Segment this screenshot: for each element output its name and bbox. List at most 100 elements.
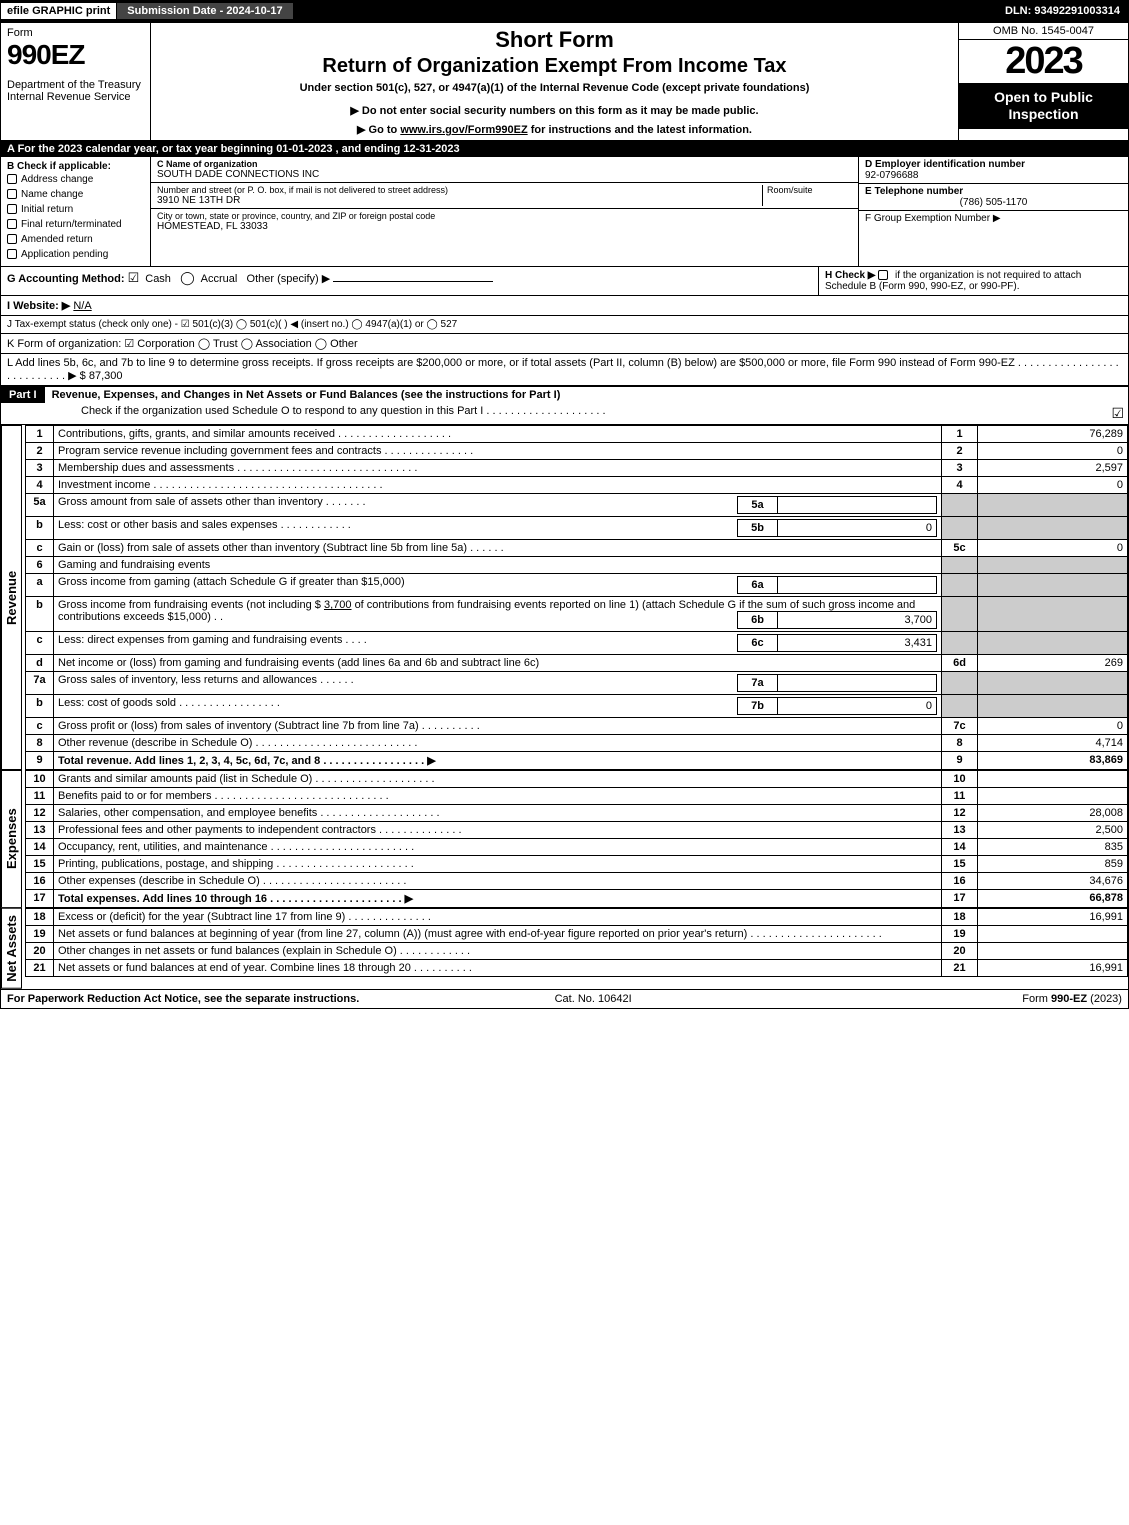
city-label: City or town, state or province, country… <box>157 211 852 221</box>
revenue-vlabel: Revenue <box>1 425 22 770</box>
line-5a-text: Gross amount from sale of assets other t… <box>58 496 366 508</box>
dln: DLN: 93492291003314 <box>997 3 1128 19</box>
line-7b: b Less: cost of goods sold . . . . . . .… <box>26 695 1128 718</box>
line-8: 8Other revenue (describe in Schedule O) … <box>26 735 1128 752</box>
phone-value: (786) 505-1170 <box>865 197 1122 208</box>
box-5a-lbl: 5a <box>738 497 778 514</box>
line-6a: a Gross income from gaming (attach Sched… <box>26 574 1128 597</box>
g-label: G Accounting Method: <box>7 273 125 285</box>
tax-year: 2023 <box>959 40 1128 83</box>
website-label: I Website: ▶ <box>7 300 70 312</box>
line-7a-text: Gross sales of inventory, less returns a… <box>58 674 354 686</box>
page-footer: For Paperwork Reduction Act Notice, see … <box>1 989 1128 1008</box>
part1-sub: Check if the organization used Schedule … <box>81 405 606 422</box>
line-10: 10Grants and similar amounts paid (list … <box>26 771 1128 788</box>
footer-left: For Paperwork Reduction Act Notice, see … <box>7 993 359 1005</box>
line-2: 2Program service revenue including gover… <box>26 443 1128 460</box>
box-5b-lbl: 5b <box>738 520 778 537</box>
org-name-label: C Name of organization <box>157 159 852 169</box>
chk-final-return[interactable] <box>7 219 17 229</box>
ein-value: 92-0796688 <box>865 170 1122 181</box>
expenses-vlabel: Expenses <box>1 770 22 908</box>
footer-right: Form 990-EZ (2023) <box>1022 993 1122 1005</box>
line-7c: cGross profit or (loss) from sales of in… <box>26 718 1128 735</box>
box-g: G Accounting Method: ☑Cash ◯Accrual Othe… <box>1 267 818 295</box>
phone-label: E Telephone number <box>865 186 1122 197</box>
row-i: I Website: ▶ N/A <box>1 296 1128 316</box>
goto-line: ▶ Go to www.irs.gov/Form990EZ for instru… <box>159 123 950 136</box>
line-3: 3Membership dues and assessments . . . .… <box>26 460 1128 477</box>
line-9: 9Total revenue. Add lines 1, 2, 3, 4, 5c… <box>26 752 1128 770</box>
g-accrual: Accrual <box>201 273 238 285</box>
line-19: 19Net assets or fund balances at beginni… <box>26 926 1128 943</box>
line-6b-inlineamt: 3,700 <box>324 599 352 611</box>
group-exemption: F Group Exemption Number ▶ <box>865 213 1122 224</box>
box-5a-val <box>778 497 937 514</box>
chk-app-pending[interactable] <box>7 249 17 259</box>
efile-label: efile GRAPHIC print <box>1 3 117 19</box>
line-6b-t1: Gross income from fundraising events (no… <box>58 599 321 611</box>
box-6b-val: 3,700 <box>778 612 937 629</box>
open-public: Open to Public Inspection <box>959 83 1128 129</box>
box-6c-lbl: 6c <box>738 635 778 652</box>
chk-address-change[interactable] <box>7 174 17 184</box>
box-7a-val <box>778 675 937 692</box>
line-4: 4Investment income . . . . . . . . . . .… <box>26 477 1128 494</box>
footer-mid: Cat. No. 10642I <box>555 993 632 1005</box>
header-left: Form 990EZ Department of the Treasury In… <box>1 23 151 140</box>
line-17: 17Total expenses. Add lines 10 through 1… <box>26 890 1128 908</box>
line-15: 15Printing, publications, postage, and s… <box>26 856 1128 873</box>
netassets-table: 18Excess or (deficit) for the year (Subt… <box>25 908 1128 977</box>
chk-name-change-lbl: Name change <box>21 189 83 200</box>
box-7a-lbl: 7a <box>738 675 778 692</box>
line-20: 20Other changes in net assets or fund ba… <box>26 943 1128 960</box>
chk-amended[interactable] <box>7 234 17 244</box>
part1-header: Part I Revenue, Expenses, and Changes in… <box>1 386 1128 425</box>
box-b: B Check if applicable: Address change Na… <box>1 157 151 266</box>
netassets-vlabel: Net Assets <box>1 908 22 989</box>
line-14: 14Occupancy, rent, utilities, and mainte… <box>26 839 1128 856</box>
line-11: 11Benefits paid to or for members . . . … <box>26 788 1128 805</box>
revenue-table: 1Contributions, gifts, grants, and simil… <box>25 425 1128 770</box>
row-a: A For the 2023 calendar year, or tax yea… <box>1 141 1128 157</box>
omb-number: OMB No. 1545-0047 <box>959 23 1128 40</box>
org-name: SOUTH DADE CONNECTIONS INC <box>157 169 852 180</box>
line-5c: cGain or (loss) from sale of assets othe… <box>26 540 1128 557</box>
city-value: HOMESTEAD, FL 33033 <box>157 221 852 232</box>
part1-checked-icon: ☑ <box>1111 405 1124 422</box>
line-6b: b Gross income from fundraising events (… <box>26 597 1128 632</box>
form-number: 990EZ <box>7 39 144 71</box>
return-title: Return of Organization Exempt From Incom… <box>159 55 950 78</box>
g-cash: Cash <box>145 273 171 285</box>
chk-initial-return[interactable] <box>7 204 17 214</box>
row-l-text: L Add lines 5b, 6c, and 7b to line 9 to … <box>7 357 1119 382</box>
chk-name-change[interactable] <box>7 189 17 199</box>
under-section: Under section 501(c), 527, or 4947(a)(1)… <box>159 82 950 94</box>
chk-amended-lbl: Amended return <box>21 234 93 245</box>
h-label: H Check ▶ <box>825 270 875 281</box>
line-16: 16Other expenses (describe in Schedule O… <box>26 873 1128 890</box>
line-6c: c Less: direct expenses from gaming and … <box>26 632 1128 655</box>
g-other: Other (specify) ▶ <box>247 273 331 285</box>
expenses-section: Expenses 10Grants and similar amounts pa… <box>1 770 1128 908</box>
chk-app-pending-lbl: Application pending <box>21 249 108 260</box>
form-word: Form <box>7 27 144 39</box>
line-18: 18Excess or (deficit) for the year (Subt… <box>26 909 1128 926</box>
expenses-table: 10Grants and similar amounts paid (list … <box>25 770 1128 908</box>
goto-link[interactable]: www.irs.gov/Form990EZ <box>400 124 527 136</box>
form-header: Form 990EZ Department of the Treasury In… <box>1 23 1128 141</box>
line-6c-text: Less: direct expenses from gaming and fu… <box>58 634 367 646</box>
box-6b-lbl: 6b <box>738 612 778 629</box>
row-g-h: G Accounting Method: ☑Cash ◯Accrual Othe… <box>1 267 1128 296</box>
chk-h[interactable] <box>878 270 888 280</box>
row-j: J Tax-exempt status (check only one) - ☑… <box>1 316 1128 334</box>
line-21: 21Net assets or fund balances at end of … <box>26 960 1128 977</box>
netassets-section: Net Assets 18Excess or (deficit) for the… <box>1 908 1128 989</box>
revenue-section: Revenue 1Contributions, gifts, grants, a… <box>1 425 1128 770</box>
goto-pre: ▶ Go to <box>357 124 400 136</box>
box-6a-val <box>778 577 937 594</box>
form-container: Form 990EZ Department of the Treasury In… <box>0 22 1129 1009</box>
box-7b-lbl: 7b <box>738 698 778 715</box>
box-5b-val: 0 <box>778 520 937 537</box>
street-value: 3910 NE 13TH DR <box>157 195 762 206</box>
